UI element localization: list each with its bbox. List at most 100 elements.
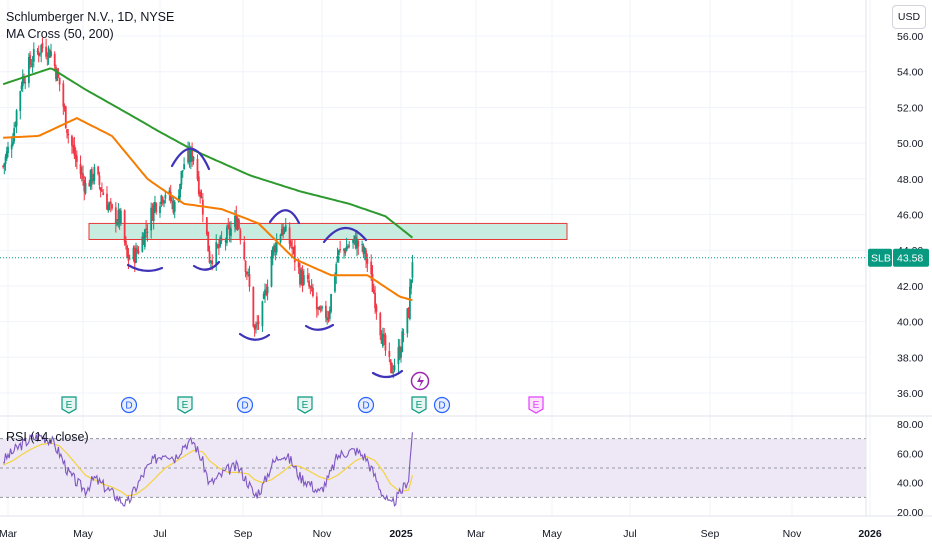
- candle-body: [160, 195, 163, 204]
- candle-body: [219, 237, 222, 247]
- candle-body: [284, 225, 287, 232]
- candle-body: [362, 245, 365, 255]
- ma-200-line: [2, 67, 414, 239]
- candle-body: [216, 244, 219, 246]
- time-tick-0: Mar: [0, 528, 18, 540]
- candle-body: [179, 183, 181, 198]
- event-shape: [528, 396, 544, 414]
- candle-body: [400, 351, 402, 358]
- candle-body: [84, 182, 87, 194]
- candle-body: [236, 218, 239, 230]
- candle-body: [256, 323, 259, 325]
- candle-body: [381, 333, 384, 347]
- pattern-arcs: [126, 147, 404, 379]
- time-tick-3: Sep: [234, 528, 253, 540]
- candle-body: [142, 236, 145, 245]
- time-tick-1: May: [73, 528, 94, 540]
- candle-body: [50, 51, 52, 57]
- candle-body: [207, 231, 210, 252]
- candle-body: [356, 238, 358, 249]
- candle-body: [24, 82, 27, 84]
- candle-body: [109, 201, 112, 204]
- candle-body: [137, 251, 140, 253]
- candle-body: [266, 286, 269, 294]
- candle-body: [245, 271, 248, 275]
- price-tick-1: 54.00: [897, 67, 923, 79]
- candle-body: [345, 246, 348, 252]
- rsi-pane: 80.00 60.00 40.00 20.00: [0, 419, 923, 519]
- candle-body: [56, 69, 59, 81]
- price-tick-3: 50.00: [897, 138, 923, 150]
- candle-body: [406, 308, 409, 334]
- candle-body: [72, 145, 75, 148]
- indicator-label[interactable]: MA Cross (50, 200): [6, 27, 114, 41]
- candle-body: [310, 286, 313, 288]
- time-tick-2: Jul: [153, 528, 166, 540]
- time-axis[interactable]: Mar May Jul Sep Nov 2025 Mar May Jul Sep Nov 2026: [0, 528, 882, 540]
- candle-body: [14, 125, 17, 127]
- candle-body: [66, 129, 68, 134]
- candle-body: [189, 149, 192, 162]
- event-earnings-icon: E: [297, 396, 313, 414]
- candle-body: [275, 240, 278, 253]
- candle-body: [36, 50, 39, 52]
- candle-body: [334, 276, 336, 292]
- candle-body: [143, 229, 146, 247]
- candle-body: [335, 264, 338, 276]
- pattern-arc: [304, 323, 335, 331]
- candle-body: [71, 135, 73, 146]
- candle-body: [301, 270, 304, 286]
- candle-body: [55, 66, 57, 79]
- candle-body: [282, 226, 285, 235]
- event-shape: [120, 396, 138, 414]
- candle-body: [37, 51, 40, 56]
- candle-body: [125, 241, 127, 245]
- rsi-tick-3: 20.00: [897, 507, 923, 519]
- candle-body: [280, 228, 283, 236]
- candle-body: [302, 275, 305, 285]
- candle-body: [75, 156, 78, 162]
- candle-body: [248, 273, 251, 287]
- candle-body: [80, 173, 83, 175]
- candle-body: [347, 246, 349, 248]
- candle-body: [227, 224, 230, 228]
- candle-body: [274, 246, 277, 253]
- candle-body: [79, 164, 82, 174]
- candle-body: [361, 244, 364, 246]
- candle-body: [151, 208, 154, 221]
- event-earnings-icon: E: [61, 396, 77, 414]
- event-label: D: [241, 401, 248, 412]
- candle-body: [93, 166, 96, 181]
- candle-body: [319, 309, 322, 311]
- candle-body: [111, 204, 113, 209]
- candle-body: [63, 105, 66, 109]
- currency-button[interactable]: USD: [892, 5, 926, 29]
- candle-body: [128, 258, 131, 260]
- candle-body: [279, 234, 282, 243]
- candle-body: [3, 163, 6, 167]
- lightning-glyph: [417, 375, 424, 388]
- price-tick-7: 42.00: [897, 281, 923, 293]
- event-shape: [297, 396, 313, 414]
- candle-body: [339, 248, 342, 250]
- ma-50-line: [3, 116, 413, 302]
- candle-body: [169, 191, 172, 202]
- time-tick-9: Sep: [701, 528, 720, 540]
- price-axis[interactable]: 56.0054.0052.0050.0048.0046.0044.0042.00…: [897, 31, 923, 400]
- candle-body: [40, 45, 43, 54]
- candle-body: [141, 236, 144, 252]
- pattern-arc: [371, 369, 404, 379]
- candle-body: [73, 144, 76, 156]
- candle-body: [327, 317, 330, 319]
- candle-body: [365, 250, 367, 261]
- candle-body: [252, 286, 255, 327]
- candle-body: [337, 250, 340, 256]
- candle-body: [133, 248, 136, 264]
- candle-body: [19, 91, 22, 112]
- candle-body: [30, 65, 33, 67]
- event-shape: [236, 396, 254, 414]
- rsi-title[interactable]: RSI (14, close): [6, 430, 89, 444]
- candle-body: [48, 50, 51, 58]
- candle-body: [164, 194, 167, 199]
